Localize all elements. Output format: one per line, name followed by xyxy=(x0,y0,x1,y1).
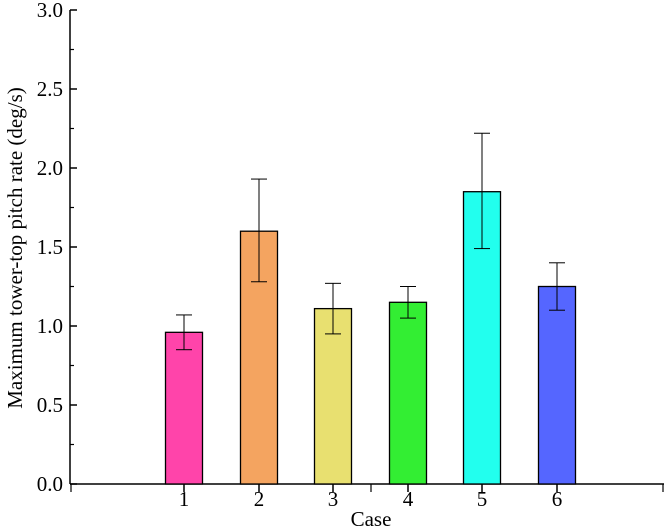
x-tick-label: 4 xyxy=(403,487,414,511)
y-tick-label: 1.0 xyxy=(37,314,63,338)
y-tick-label: 0.5 xyxy=(37,393,63,417)
x-tick-label: 5 xyxy=(477,487,488,511)
x-axis-title: Case xyxy=(351,507,392,528)
x-tick-label: 1 xyxy=(179,487,190,511)
y-tick-label: 1.5 xyxy=(37,235,63,259)
y-tick-label: 3.0 xyxy=(37,0,63,22)
x-tick-label: 3 xyxy=(328,487,339,511)
bar-case-4 xyxy=(388,301,428,485)
x-tick-label: 6 xyxy=(552,487,563,511)
bar-case-6 xyxy=(537,285,577,485)
bar-case-1 xyxy=(164,331,204,485)
y-axis-title: Maximum tower-top pitch rate (deg/s) xyxy=(3,87,27,409)
y-tick-label: 2.0 xyxy=(37,156,63,180)
y-tick-label: 2.5 xyxy=(37,77,63,101)
x-tick-label: 2 xyxy=(254,487,265,511)
y-tick-label: 0.0 xyxy=(37,472,63,496)
bar-case-3 xyxy=(313,307,353,485)
